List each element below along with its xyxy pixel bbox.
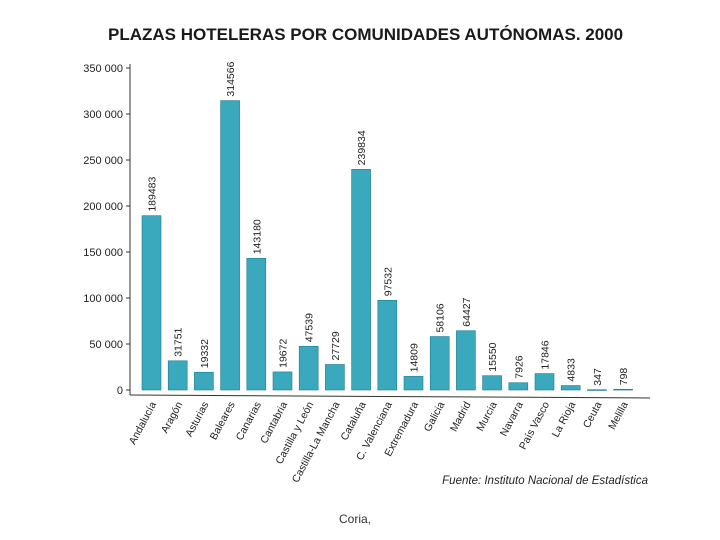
bar: [167, 360, 188, 391]
data-label: 347: [592, 368, 604, 386]
data-label: 19672: [278, 339, 290, 368]
bar: [429, 336, 450, 391]
x-tick-label: Aragón: [159, 400, 186, 436]
data-label: 19332: [199, 339, 211, 368]
x-tick-label: Madrid: [448, 400, 474, 434]
bar: [377, 299, 398, 391]
bar: [613, 388, 633, 391]
caption: Coria,: [339, 512, 372, 526]
x-tick-label: Ceuta: [581, 400, 605, 431]
bar: [351, 169, 371, 391]
x-tick-label: Galicia: [422, 400, 448, 434]
data-label: 97532: [382, 267, 394, 296]
x-axis-line: [129, 394, 651, 399]
data-label: 7926: [513, 355, 525, 379]
chart-title: PLAZAS HOTELERAS POR COMUNIDADES AUTÓNOM…: [108, 25, 623, 44]
data-label: 17846: [540, 340, 552, 369]
bar: [272, 371, 293, 391]
bar: [508, 382, 529, 391]
bar: [325, 364, 345, 391]
data-label: 143180: [251, 219, 263, 254]
x-tick-label: Castilla-La Mancha: [290, 400, 343, 485]
bar: [482, 375, 502, 391]
data-label: 14809: [409, 343, 421, 372]
y-tick-label: 50 000: [89, 339, 123, 351]
data-label: 47539: [304, 313, 316, 342]
x-tick-label: Andalucía: [127, 400, 160, 447]
bar: [587, 389, 607, 391]
bar: [246, 257, 267, 391]
value-labels: 189483 31751 19332 314566 143180 19672 47539 27…: [147, 61, 631, 385]
data-label: 798: [618, 368, 630, 386]
data-label: 189483: [147, 176, 159, 211]
bars: [141, 100, 633, 391]
bar: [560, 385, 581, 391]
x-tick-label: Asturias: [183, 400, 211, 439]
y-tick-label: 150 000: [83, 247, 123, 259]
data-label: 4833: [566, 358, 578, 382]
x-tick-label: Melilla: [606, 400, 631, 432]
x-tick-label: La Rioja: [550, 400, 579, 440]
data-label: 64427: [461, 297, 473, 326]
x-tick-label: Navarra: [498, 400, 526, 439]
bar: [534, 373, 555, 391]
data-label: 58106: [435, 303, 447, 332]
bar: [456, 330, 476, 391]
data-label: 314566: [225, 61, 237, 96]
axes: 0 50 000 100 000 150 000 200 000 250 000 300 0…: [83, 63, 651, 399]
x-tick-label: Murcia: [474, 400, 499, 434]
y-tick-label: 350 000: [83, 63, 123, 75]
y-tick-label: 0: [117, 385, 123, 397]
y-tick-label: 100 000: [83, 293, 123, 305]
y-tick-label: 200 000: [83, 201, 123, 213]
chart-source: Fuente: Instituto Nacional de Estadístic…: [442, 475, 648, 487]
bar: [403, 376, 424, 391]
data-label: 239834: [356, 130, 368, 165]
data-label: 27729: [330, 331, 342, 360]
y-tick-label: 300 000: [83, 109, 123, 121]
bar: [298, 345, 319, 391]
category-labels: Andalucía AragónAsturiasBalearesCanariasC…: [127, 400, 631, 485]
data-label: 15550: [487, 342, 499, 371]
bar: [141, 215, 162, 391]
bar: [194, 371, 214, 391]
bar: [220, 100, 240, 391]
data-label: 31751: [173, 327, 185, 356]
y-tick-label: 250 000: [83, 155, 123, 167]
